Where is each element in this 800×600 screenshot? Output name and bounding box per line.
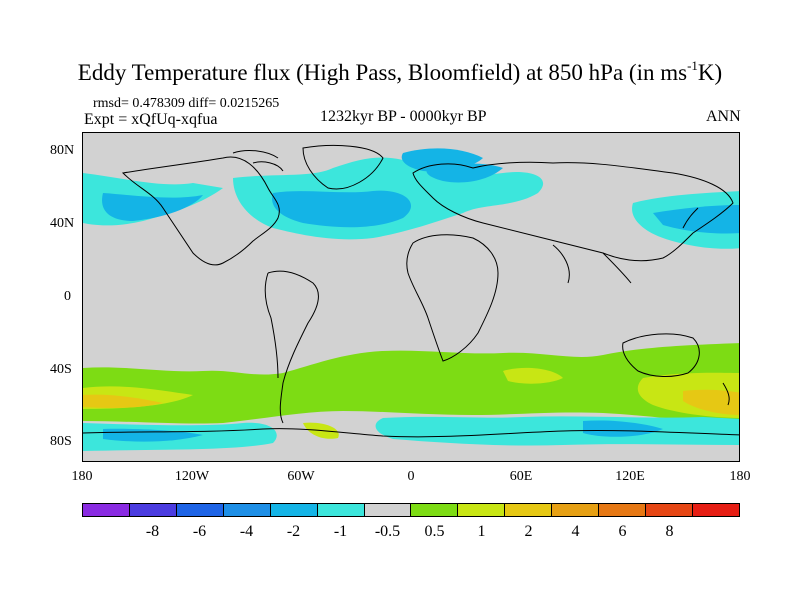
colorbar-box xyxy=(505,504,553,516)
colorbar-box xyxy=(317,504,365,516)
map-canvas xyxy=(83,144,739,451)
colorbar-label: -2 xyxy=(286,523,301,540)
experiment-label: Expt = xQfUq-xqfua xyxy=(84,111,218,128)
coastlines xyxy=(83,144,739,438)
title-end: K) xyxy=(697,60,723,85)
lon-label-120e: 120E xyxy=(615,469,645,484)
colorbar-box xyxy=(223,504,271,516)
colorbar-box xyxy=(646,504,693,516)
lon-label-180w: 180 xyxy=(71,469,93,484)
colorbar-box xyxy=(692,504,739,516)
colorbar-label: 8 xyxy=(665,523,674,540)
lon-label-0: 0 xyxy=(407,469,415,484)
colorbar-label: 4 xyxy=(571,523,580,540)
colorbar-box xyxy=(270,504,318,516)
colorbar-box xyxy=(411,504,459,516)
colorbar-box xyxy=(129,504,177,516)
colorbar-label: 1 xyxy=(477,523,486,540)
lon-label-60w: 60W xyxy=(287,469,315,484)
colorbar-box xyxy=(552,504,600,516)
lat-label-40n: 40N xyxy=(50,216,75,231)
colorbar-label: -8 xyxy=(145,523,160,540)
colorbar-label: -6 xyxy=(192,523,207,540)
colorbar-label: -4 xyxy=(239,523,254,540)
lon-label-60e: 60E xyxy=(509,469,533,484)
colorbar-label: 0.5 xyxy=(424,523,445,540)
map-panel xyxy=(82,132,740,462)
lat-label-eq: 0 xyxy=(64,289,71,304)
lon-label-180e: 180 xyxy=(729,469,751,484)
period-label: 1232kyr BP - 0000kyr BP xyxy=(320,108,487,125)
stats-text: rmsd= 0.478309 diff= 0.0215265 xyxy=(93,96,280,111)
lat-label-40s: 40S xyxy=(50,362,72,377)
neg-anomaly-north xyxy=(83,148,739,249)
pos-anomaly-south xyxy=(83,343,739,439)
season-label: ANN xyxy=(706,108,741,125)
colorbar-box xyxy=(599,504,647,516)
colorbar-label: 6 xyxy=(618,523,627,540)
lat-label-80s: 80S xyxy=(50,434,72,449)
lat-label-80n: 80N xyxy=(50,143,75,158)
plot-title: Eddy Temperature flux (High Pass, Bloomf… xyxy=(0,58,800,86)
colorbar-box xyxy=(176,504,224,516)
title-superscript: -1 xyxy=(687,58,698,73)
colorbar-label: 2 xyxy=(524,523,533,540)
colorbar-box xyxy=(458,504,506,516)
lon-label-120w: 120W xyxy=(174,469,210,484)
colorbar-label: -0.5 xyxy=(374,523,401,540)
title-main: Eddy Temperature flux (High Pass, Bloomf… xyxy=(77,60,688,85)
colorbar-box xyxy=(364,504,412,516)
colorbar-box xyxy=(83,504,130,516)
colorbar xyxy=(82,503,740,517)
colorbar-label: -1 xyxy=(333,523,348,540)
